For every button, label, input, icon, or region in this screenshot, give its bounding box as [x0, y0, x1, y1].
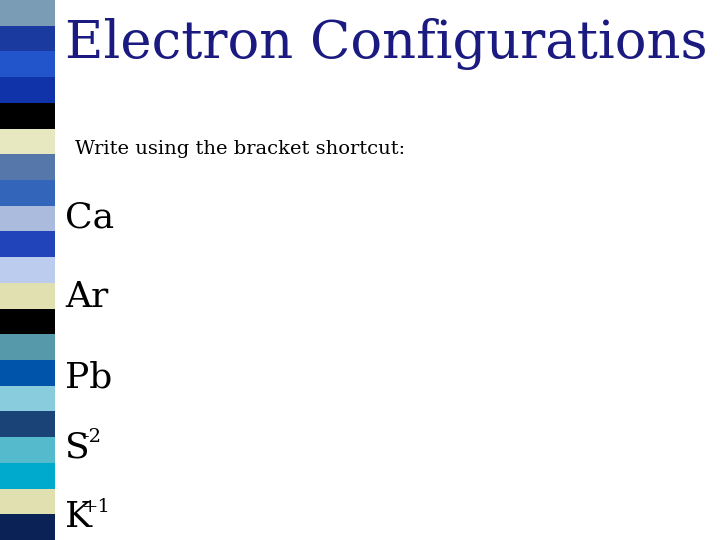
Bar — [0, 308, 55, 334]
Bar — [0, 283, 55, 308]
Bar — [0, 334, 55, 360]
Bar — [0, 411, 55, 437]
Bar — [0, 257, 55, 283]
Text: -2: -2 — [82, 428, 101, 446]
Bar — [0, 154, 55, 180]
Bar — [0, 51, 55, 77]
Text: Write using the bracket shortcut:: Write using the bracket shortcut: — [75, 140, 405, 158]
Bar — [0, 463, 55, 489]
Bar — [0, 206, 55, 232]
Bar — [0, 103, 55, 129]
Bar — [0, 26, 55, 51]
Text: K: K — [65, 500, 92, 534]
Text: Electron Configurations: Electron Configurations — [65, 18, 708, 70]
Bar — [0, 360, 55, 386]
Bar — [0, 489, 55, 514]
Bar — [0, 437, 55, 463]
Bar — [0, 0, 55, 26]
Bar — [0, 232, 55, 257]
Text: S: S — [65, 430, 89, 464]
Bar — [0, 514, 55, 540]
Text: Ar: Ar — [65, 280, 108, 314]
Text: +1: +1 — [82, 498, 111, 516]
Bar — [0, 386, 55, 411]
Bar — [0, 180, 55, 206]
Bar — [0, 77, 55, 103]
Bar — [0, 129, 55, 154]
Text: Ca: Ca — [65, 200, 114, 234]
Text: Pb: Pb — [65, 360, 112, 394]
